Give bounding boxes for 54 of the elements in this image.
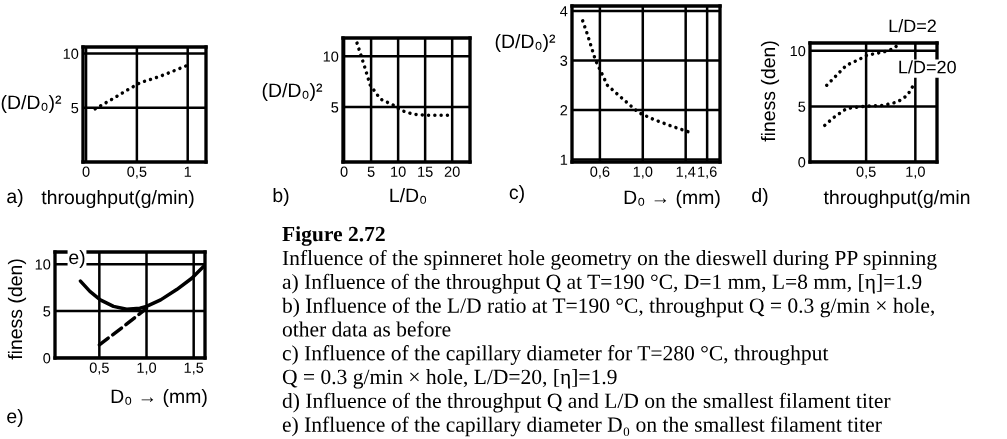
x-axis-title: D₀ → (mm) xyxy=(111,388,207,408)
text: Q = 0.3 g/min × hole, L/D=20, [η]=1.9 xyxy=(282,369,617,389)
x-axis-title: throughput(g/min) xyxy=(41,189,194,209)
x-axis-title: D₀ → (mm) xyxy=(624,189,720,209)
x-tick-label: 1 xyxy=(184,166,192,177)
y-tick-label: 0 xyxy=(43,353,51,364)
text: b) Influence of the L/D ratio at T=190 °C, throughput Q = 0.3 g/min × hole, xyxy=(282,297,934,318)
y-tick-label: 5 xyxy=(43,306,51,317)
x-tick-label: 0,5 xyxy=(856,166,876,179)
x-tick-label: 1,5 xyxy=(184,362,204,375)
text: Figure 2.72 xyxy=(282,226,385,246)
x-axis-title: L/D₀ xyxy=(390,187,427,204)
y-tick-label: 0 xyxy=(798,157,806,168)
y-axis-title: finess (den) xyxy=(7,259,27,360)
x-tick-label: 1,0 xyxy=(633,166,653,179)
text: a) Influence of the throughput Q at T=190 °C, D=1 mm, L=8 mm, [η]=1.9 xyxy=(282,273,922,294)
x-axis-title: throughput(g/min xyxy=(823,189,970,209)
x-tick-label: 5 xyxy=(367,166,375,177)
y-tick-label: 1 xyxy=(560,154,568,165)
y-tick-label: 10 xyxy=(790,45,806,57)
y-axis-title: finess (den) xyxy=(760,41,780,142)
y-axis-title: (D/D₀)² xyxy=(262,82,323,102)
text: b) xyxy=(273,187,289,207)
y-tick-label: 10 xyxy=(35,259,51,270)
y-tick-label: 2 xyxy=(560,105,568,116)
y-tick-label: 5 xyxy=(798,101,806,112)
x-tick-label: 0,6 xyxy=(590,166,610,179)
x-tick-label: 0,5 xyxy=(89,362,109,375)
x-tick-label: 0 xyxy=(340,166,348,177)
x-tick-label: 1,4 xyxy=(676,166,696,179)
x-tick-label: 1,0 xyxy=(906,166,925,179)
x-tick-label: 15 xyxy=(418,166,433,177)
x-tick-label: 10 xyxy=(391,166,406,177)
text: e) Influence of the capillary diameter D₀ on the smallest filament titer xyxy=(282,416,882,437)
text: c) Influence of the capillary diameter for T=280 °C, throughput xyxy=(282,345,829,365)
series-label: L/D=20 xyxy=(899,60,956,74)
text: Influence of the spinneret hole geometry on the dieswell during PP spinning xyxy=(282,249,937,270)
y-tick-label: 3 xyxy=(560,55,568,66)
series-label: L/D=2 xyxy=(889,19,936,33)
text: d) xyxy=(752,187,768,207)
annotation: e) xyxy=(69,249,85,269)
x-tick-label: 0,5 xyxy=(127,166,147,179)
x-tick-label: 0 xyxy=(82,166,90,177)
text: a) xyxy=(7,188,23,208)
text: e) xyxy=(7,408,23,428)
y-tick-label: 4 xyxy=(560,6,568,17)
y-axis-title: (D/D₀)² xyxy=(1,94,62,114)
y-axis-title: (D/D₀)² xyxy=(495,33,556,53)
text: c) xyxy=(509,184,524,204)
x-tick-label: 1,0 xyxy=(137,362,157,375)
x-tick-label: 1,6 xyxy=(698,166,717,179)
x-tick-label: 20 xyxy=(444,166,460,177)
text: d) Influence of the throughput Q and L/D on the smallest filament titer xyxy=(282,392,891,413)
text: other data as before xyxy=(282,321,451,337)
